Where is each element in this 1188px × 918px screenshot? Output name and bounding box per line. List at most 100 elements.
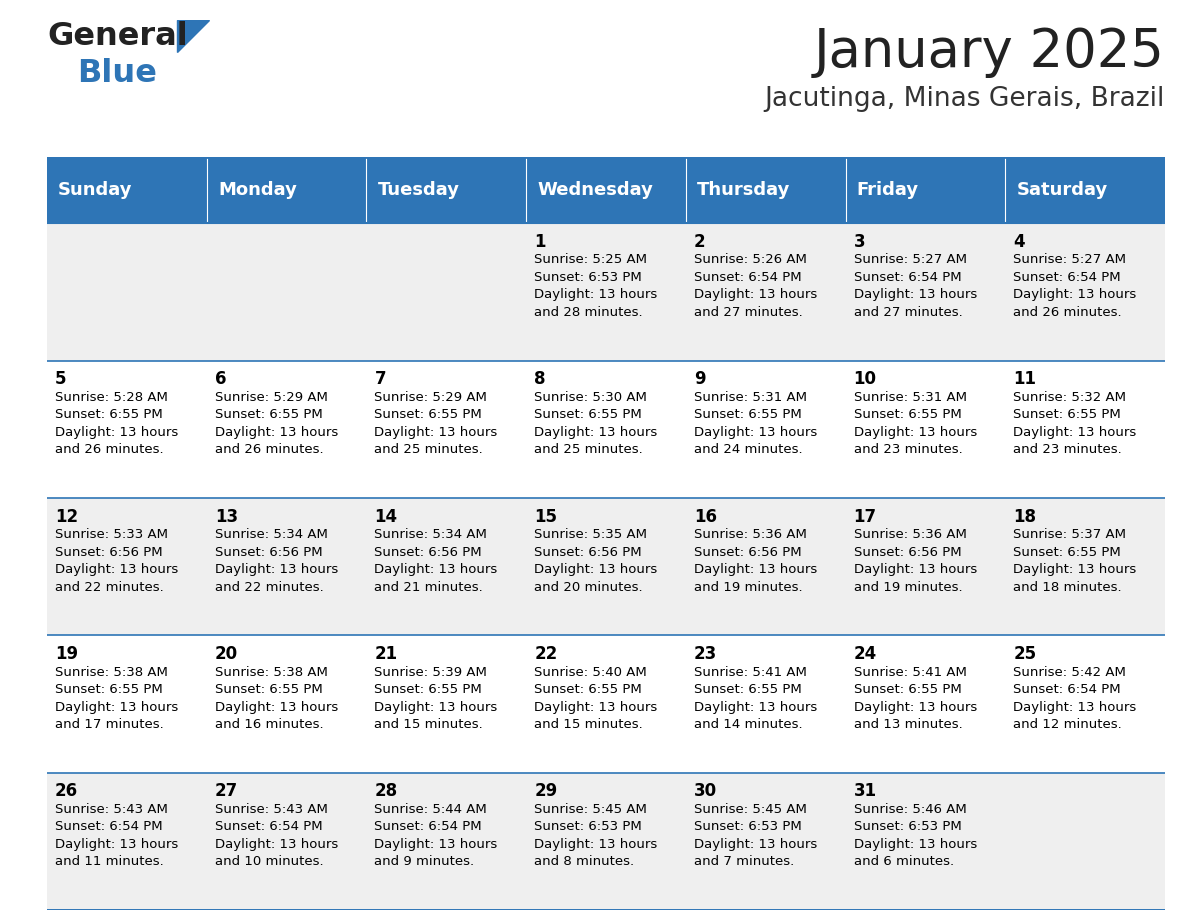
Bar	[207, 498, 366, 635]
Text: Sunrise: 5:29 AM
Sunset: 6:55 PM
Daylight: 13 hours
and 26 minutes.: Sunrise: 5:29 AM Sunset: 6:55 PM Dayligh…	[215, 391, 337, 456]
Bar	[846, 223, 1005, 361]
Bar	[526, 635, 685, 773]
Bar	[685, 223, 846, 361]
Text: Sunrise: 5:44 AM
Sunset: 6:54 PM
Daylight: 13 hours
and 9 minutes.: Sunrise: 5:44 AM Sunset: 6:54 PM Dayligh…	[374, 803, 498, 868]
Bar	[366, 773, 526, 910]
Bar	[526, 223, 685, 361]
Bar	[207, 361, 366, 498]
Text: 7: 7	[374, 370, 386, 388]
Bar	[1005, 223, 1165, 361]
Text: 20: 20	[215, 645, 238, 663]
Bar	[685, 635, 846, 773]
Bar	[526, 498, 685, 635]
Bar	[48, 157, 207, 223]
Text: Sunrise: 5:42 AM
Sunset: 6:54 PM
Daylight: 13 hours
and 12 minutes.: Sunrise: 5:42 AM Sunset: 6:54 PM Dayligh…	[1013, 666, 1137, 731]
Bar	[207, 157, 366, 223]
Text: 19: 19	[55, 645, 78, 663]
Bar	[526, 361, 685, 498]
Text: Sunrise: 5:45 AM
Sunset: 6:53 PM
Daylight: 13 hours
and 7 minutes.: Sunrise: 5:45 AM Sunset: 6:53 PM Dayligh…	[694, 803, 817, 868]
Text: 9: 9	[694, 370, 706, 388]
Text: 18: 18	[1013, 508, 1036, 526]
Polygon shape	[177, 20, 209, 52]
Text: 12: 12	[55, 508, 78, 526]
Text: Sunrise: 5:36 AM
Sunset: 6:56 PM
Daylight: 13 hours
and 19 minutes.: Sunrise: 5:36 AM Sunset: 6:56 PM Dayligh…	[694, 528, 817, 594]
Bar	[1005, 498, 1165, 635]
Bar	[48, 635, 207, 773]
Text: 24: 24	[853, 645, 877, 663]
Text: Sunrise: 5:27 AM
Sunset: 6:54 PM
Daylight: 13 hours
and 27 minutes.: Sunrise: 5:27 AM Sunset: 6:54 PM Dayligh…	[853, 253, 977, 319]
Text: 27: 27	[215, 782, 238, 800]
Text: Sunrise: 5:35 AM
Sunset: 6:56 PM
Daylight: 13 hours
and 20 minutes.: Sunrise: 5:35 AM Sunset: 6:56 PM Dayligh…	[535, 528, 657, 594]
Text: Sunrise: 5:41 AM
Sunset: 6:55 PM
Daylight: 13 hours
and 14 minutes.: Sunrise: 5:41 AM Sunset: 6:55 PM Dayligh…	[694, 666, 817, 731]
Text: 25: 25	[1013, 645, 1036, 663]
Text: 29: 29	[535, 782, 557, 800]
Bar	[846, 361, 1005, 498]
Text: Sunrise: 5:36 AM
Sunset: 6:56 PM
Daylight: 13 hours
and 19 minutes.: Sunrise: 5:36 AM Sunset: 6:56 PM Dayligh…	[853, 528, 977, 594]
Text: Sunrise: 5:38 AM
Sunset: 6:55 PM
Daylight: 13 hours
and 17 minutes.: Sunrise: 5:38 AM Sunset: 6:55 PM Dayligh…	[55, 666, 178, 731]
Text: 3: 3	[853, 233, 865, 251]
Text: 2: 2	[694, 233, 706, 251]
Bar	[1005, 361, 1165, 498]
Bar	[685, 157, 846, 223]
Text: Sunrise: 5:26 AM
Sunset: 6:54 PM
Daylight: 13 hours
and 27 minutes.: Sunrise: 5:26 AM Sunset: 6:54 PM Dayligh…	[694, 253, 817, 319]
Text: Sunrise: 5:32 AM
Sunset: 6:55 PM
Daylight: 13 hours
and 23 minutes.: Sunrise: 5:32 AM Sunset: 6:55 PM Dayligh…	[1013, 391, 1137, 456]
Text: Jacutinga, Minas Gerais, Brazil: Jacutinga, Minas Gerais, Brazil	[765, 85, 1165, 111]
Text: Sunrise: 5:45 AM
Sunset: 6:53 PM
Daylight: 13 hours
and 8 minutes.: Sunrise: 5:45 AM Sunset: 6:53 PM Dayligh…	[535, 803, 657, 868]
Text: Thursday: Thursday	[697, 181, 790, 199]
Bar	[846, 498, 1005, 635]
Text: Sunrise: 5:39 AM
Sunset: 6:55 PM
Daylight: 13 hours
and 15 minutes.: Sunrise: 5:39 AM Sunset: 6:55 PM Dayligh…	[374, 666, 498, 731]
Bar	[48, 773, 207, 910]
Text: January 2025: January 2025	[814, 26, 1165, 78]
Text: 5: 5	[55, 370, 67, 388]
Text: General: General	[48, 21, 188, 52]
Bar	[685, 498, 846, 635]
Bar	[48, 498, 207, 635]
Text: Saturday: Saturday	[1017, 181, 1107, 199]
Text: Sunday: Sunday	[58, 181, 133, 199]
Text: Tuesday: Tuesday	[378, 181, 460, 199]
Text: Sunrise: 5:37 AM
Sunset: 6:55 PM
Daylight: 13 hours
and 18 minutes.: Sunrise: 5:37 AM Sunset: 6:55 PM Dayligh…	[1013, 528, 1137, 594]
Bar	[207, 635, 366, 773]
Text: 4: 4	[1013, 233, 1025, 251]
Text: Sunrise: 5:38 AM
Sunset: 6:55 PM
Daylight: 13 hours
and 16 minutes.: Sunrise: 5:38 AM Sunset: 6:55 PM Dayligh…	[215, 666, 337, 731]
Text: 26: 26	[55, 782, 78, 800]
Text: 15: 15	[535, 508, 557, 526]
Text: Sunrise: 5:33 AM
Sunset: 6:56 PM
Daylight: 13 hours
and 22 minutes.: Sunrise: 5:33 AM Sunset: 6:56 PM Dayligh…	[55, 528, 178, 594]
Bar	[366, 157, 526, 223]
Text: Sunrise: 5:31 AM
Sunset: 6:55 PM
Daylight: 13 hours
and 23 minutes.: Sunrise: 5:31 AM Sunset: 6:55 PM Dayligh…	[853, 391, 977, 456]
Text: Sunrise: 5:34 AM
Sunset: 6:56 PM
Daylight: 13 hours
and 22 minutes.: Sunrise: 5:34 AM Sunset: 6:56 PM Dayligh…	[215, 528, 337, 594]
Bar	[1005, 773, 1165, 910]
Text: 13: 13	[215, 508, 238, 526]
Text: 6: 6	[215, 370, 226, 388]
Text: Blue: Blue	[77, 58, 157, 89]
Text: Sunrise: 5:43 AM
Sunset: 6:54 PM
Daylight: 13 hours
and 11 minutes.: Sunrise: 5:43 AM Sunset: 6:54 PM Dayligh…	[55, 803, 178, 868]
Text: 14: 14	[374, 508, 398, 526]
Text: 22: 22	[535, 645, 557, 663]
Text: 30: 30	[694, 782, 718, 800]
Text: 17: 17	[853, 508, 877, 526]
Text: Sunrise: 5:41 AM
Sunset: 6:55 PM
Daylight: 13 hours
and 13 minutes.: Sunrise: 5:41 AM Sunset: 6:55 PM Dayligh…	[853, 666, 977, 731]
Bar	[366, 223, 526, 361]
Bar	[366, 635, 526, 773]
Bar	[48, 223, 207, 361]
Text: 21: 21	[374, 645, 398, 663]
Text: Sunrise: 5:28 AM
Sunset: 6:55 PM
Daylight: 13 hours
and 26 minutes.: Sunrise: 5:28 AM Sunset: 6:55 PM Dayligh…	[55, 391, 178, 456]
Text: Wednesday: Wednesday	[537, 181, 653, 199]
Bar	[207, 773, 366, 910]
Text: Monday: Monday	[217, 181, 297, 199]
Bar	[207, 223, 366, 361]
Text: Sunrise: 5:29 AM
Sunset: 6:55 PM
Daylight: 13 hours
and 25 minutes.: Sunrise: 5:29 AM Sunset: 6:55 PM Dayligh…	[374, 391, 498, 456]
Bar	[1005, 157, 1165, 223]
Text: 31: 31	[853, 782, 877, 800]
Text: 11: 11	[1013, 370, 1036, 388]
Bar	[366, 498, 526, 635]
Text: Sunrise: 5:40 AM
Sunset: 6:55 PM
Daylight: 13 hours
and 15 minutes.: Sunrise: 5:40 AM Sunset: 6:55 PM Dayligh…	[535, 666, 657, 731]
Text: 8: 8	[535, 370, 545, 388]
Text: 1: 1	[535, 233, 545, 251]
Bar	[846, 635, 1005, 773]
Text: Friday: Friday	[857, 181, 918, 199]
Text: 23: 23	[694, 645, 718, 663]
Text: Sunrise: 5:43 AM
Sunset: 6:54 PM
Daylight: 13 hours
and 10 minutes.: Sunrise: 5:43 AM Sunset: 6:54 PM Dayligh…	[215, 803, 337, 868]
Text: Sunrise: 5:30 AM
Sunset: 6:55 PM
Daylight: 13 hours
and 25 minutes.: Sunrise: 5:30 AM Sunset: 6:55 PM Dayligh…	[535, 391, 657, 456]
Bar	[846, 773, 1005, 910]
